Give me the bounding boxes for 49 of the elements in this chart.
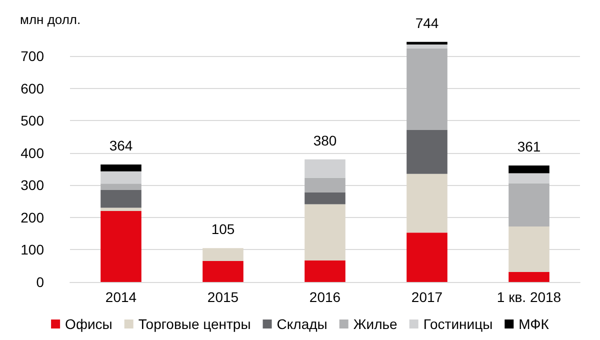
bar	[304, 260, 346, 282]
total-label: 380	[313, 132, 337, 148]
x-tick-label: 1 кв. 2018	[496, 289, 562, 305]
y-axis-title: млн долл.	[20, 12, 81, 27]
x-tick-label: 2014	[105, 289, 137, 305]
bar	[406, 174, 448, 233]
total-label: 361	[517, 138, 541, 155]
bar	[100, 208, 142, 212]
x-tick-label: 2016	[309, 289, 341, 305]
y-tick-label: 400	[20, 144, 44, 161]
x-tick-label: 2017	[411, 289, 443, 305]
bar	[100, 190, 142, 208]
y-tick-label: 500	[20, 112, 44, 129]
y-tick-label: 0	[36, 274, 44, 290]
bar	[304, 159, 346, 178]
bar	[406, 42, 448, 45]
y-tick-label: 600	[20, 80, 44, 96]
y-tick-label: 700	[20, 48, 44, 64]
y-tick-label: 100	[20, 242, 44, 258]
bar	[406, 232, 448, 282]
total-label: 364	[109, 138, 133, 154]
bar	[508, 272, 550, 282]
bar	[304, 178, 346, 192]
bar	[508, 226, 550, 272]
bar	[100, 211, 142, 282]
legend-label: Офисы	[65, 316, 112, 332]
total-label: 744	[415, 14, 439, 31]
bar	[508, 166, 550, 174]
bar	[100, 171, 142, 184]
y-tick-label: 200	[20, 209, 44, 226]
legend-label: МФК	[518, 316, 550, 332]
legend-label: Торговые центры	[138, 316, 251, 332]
legend-label: Гостиницы	[423, 316, 493, 332]
legend-label: Жилье	[353, 316, 398, 332]
x-tick-label: 2015	[207, 289, 239, 305]
bar	[202, 248, 244, 262]
bar	[406, 44, 448, 48]
bar	[304, 204, 346, 260]
bar	[202, 261, 244, 282]
y-tick-label: 300	[20, 177, 44, 194]
bar	[304, 192, 346, 204]
bar	[508, 183, 550, 226]
bar	[406, 130, 448, 174]
legend-label: Склады	[276, 316, 328, 332]
bar	[406, 48, 448, 130]
bar	[100, 164, 142, 172]
bar	[100, 184, 142, 190]
bar	[508, 173, 550, 184]
total-label: 105	[211, 221, 235, 238]
